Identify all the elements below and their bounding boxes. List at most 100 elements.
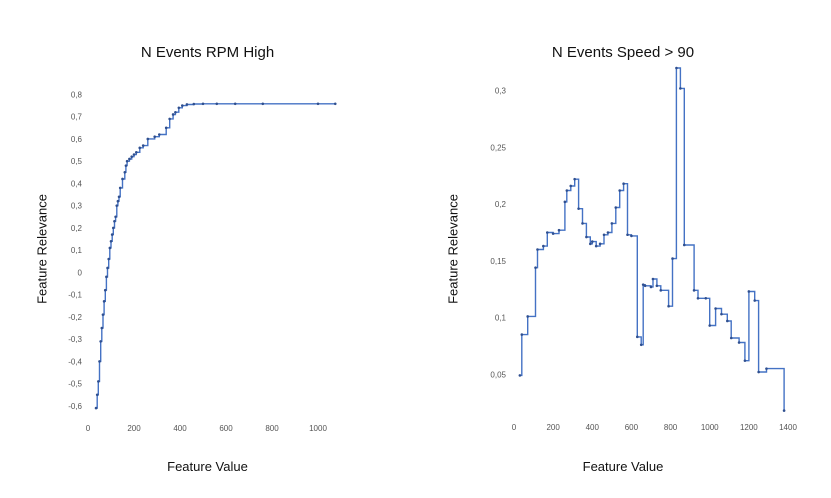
data-point xyxy=(747,290,751,293)
data-point xyxy=(757,370,760,374)
data-point xyxy=(128,157,131,161)
data-point xyxy=(536,248,539,251)
data-point xyxy=(682,243,686,247)
data-point xyxy=(708,324,712,327)
y-tick-label: 0,8 xyxy=(71,90,83,99)
data-point xyxy=(105,275,108,279)
data-point xyxy=(614,206,618,209)
chart-panel-right: N Events Speed > 90 Feature Relevance Fe… xyxy=(415,0,831,498)
data-point xyxy=(99,340,102,343)
x-tick-label: 0 xyxy=(512,423,517,432)
data-point xyxy=(233,102,237,106)
data-point xyxy=(192,102,196,106)
data-point xyxy=(106,266,109,270)
data-point xyxy=(542,244,545,248)
y-tick-label: 0,2 xyxy=(71,224,83,233)
chart-title: N Events RPM High xyxy=(140,44,275,61)
data-point xyxy=(135,150,138,154)
data-point xyxy=(174,110,177,114)
series-line xyxy=(519,67,785,411)
data-point xyxy=(316,102,320,106)
x-tick-label: 600 xyxy=(219,424,233,433)
data-point xyxy=(518,374,522,377)
data-point xyxy=(107,257,110,261)
y-tick-label: -0,4 xyxy=(68,357,82,366)
x-tick-label: 800 xyxy=(265,424,279,433)
data-point xyxy=(114,215,117,219)
data-point xyxy=(720,312,723,316)
data-point xyxy=(113,219,116,223)
data-point xyxy=(95,393,99,397)
data-point xyxy=(102,300,106,303)
x-tick-label: 200 xyxy=(546,423,560,432)
data-point xyxy=(557,228,561,232)
data-point xyxy=(782,409,786,412)
chart-plot-right: 0 200 400 600 800 1000 1200 1400 0,05 0,1 0,15 0,2 0… xyxy=(490,66,797,432)
y-tick-label: 0,25 xyxy=(490,143,506,152)
data-point xyxy=(594,244,598,248)
data-point xyxy=(333,102,337,106)
data-point xyxy=(606,231,610,234)
data-point xyxy=(141,144,145,147)
chart-panel-left: N Events RPM High Feature Relevance Feat… xyxy=(0,0,415,498)
data-point xyxy=(261,102,265,106)
x-tick-label: 400 xyxy=(173,424,187,433)
y-tick-label: 0,6 xyxy=(71,135,83,144)
data-point xyxy=(577,207,580,210)
data-point xyxy=(704,296,708,300)
data-point xyxy=(726,319,729,323)
data-point xyxy=(177,106,181,110)
data-point xyxy=(171,113,175,116)
y-tick-label: 0,5 xyxy=(71,157,83,166)
data-point xyxy=(168,117,171,121)
data-point xyxy=(696,296,700,300)
x-axis-title: Feature Value xyxy=(582,459,664,474)
data-point xyxy=(116,199,120,203)
data-point xyxy=(94,406,98,410)
data-point xyxy=(117,195,121,199)
data-point xyxy=(649,285,653,289)
x-tick-label: 600 xyxy=(625,423,639,432)
data-point xyxy=(123,171,127,174)
data-point xyxy=(622,182,625,186)
data-point xyxy=(765,367,768,370)
series-line xyxy=(96,103,336,409)
data-point xyxy=(164,126,168,130)
data-point xyxy=(743,359,747,362)
x-tick-label: 1200 xyxy=(740,423,758,432)
data-point xyxy=(520,333,524,336)
y-tick-label: 0,3 xyxy=(495,87,507,96)
y-tick-label: -0,5 xyxy=(68,380,82,389)
y-tick-label: 0 xyxy=(78,268,83,277)
data-point xyxy=(590,240,594,243)
x-axis-title: Feature Value xyxy=(167,459,248,474)
data-point xyxy=(201,102,205,106)
data-point xyxy=(659,289,663,292)
data-point xyxy=(610,222,614,225)
y-tick-label: -0,1 xyxy=(68,291,82,300)
x-tick-label: 200 xyxy=(127,424,141,433)
data-point xyxy=(100,326,104,330)
data-point xyxy=(121,177,124,181)
data-point xyxy=(643,284,647,288)
data-point xyxy=(118,186,122,190)
data-point xyxy=(101,313,105,316)
data-point xyxy=(581,222,584,225)
data-point xyxy=(585,235,588,239)
y-tick-label: 0,05 xyxy=(490,370,506,379)
data-point xyxy=(589,242,592,246)
data-point xyxy=(729,336,733,340)
data-point xyxy=(146,137,150,141)
data-point xyxy=(158,133,161,136)
chart-plot-left: 0 200 400 600 800 1000 -0,6 -0,5 -0,4 -0,3 -0,2 -0,… xyxy=(68,90,337,433)
data-point xyxy=(181,104,184,107)
data-point xyxy=(641,283,645,286)
data-point xyxy=(115,204,119,207)
x-tick-label: 400 xyxy=(586,423,600,432)
y-tick-label: 0,4 xyxy=(71,179,83,188)
chart-title: N Events Speed > 90 xyxy=(551,44,695,61)
data-point xyxy=(639,343,643,347)
y-tick-label: 0,1 xyxy=(71,246,83,255)
y-tick-label: -0,3 xyxy=(68,335,82,344)
y-tick-label: 0,3 xyxy=(71,202,83,211)
